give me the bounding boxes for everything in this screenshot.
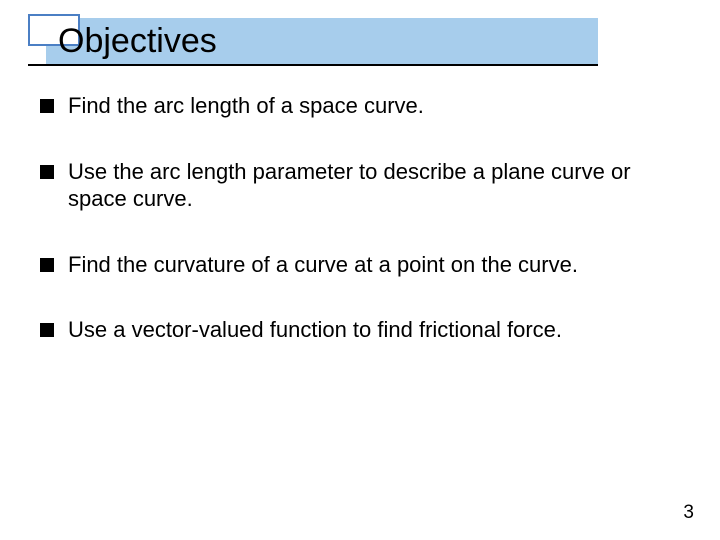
list-item: Use the arc length parameter to describe… xyxy=(40,158,680,213)
list-item: Use a vector-valued function to find fri… xyxy=(40,316,680,344)
square-bullet-icon xyxy=(40,258,54,272)
list-item: Find the arc length of a space curve. xyxy=(40,92,680,120)
bullet-text: Use a vector-valued function to find fri… xyxy=(68,316,680,344)
title-band: Objectives xyxy=(28,18,598,64)
bullet-text: Use the arc length parameter to describe… xyxy=(68,158,680,213)
square-bullet-icon xyxy=(40,323,54,337)
slide-title: Objectives xyxy=(28,22,217,61)
list-item: Find the curvature of a curve at a point… xyxy=(40,251,680,279)
bullet-text: Find the arc length of a space curve. xyxy=(68,92,680,120)
square-bullet-icon xyxy=(40,165,54,179)
slide: Objectives Find the arc length of a spac… xyxy=(0,0,720,540)
square-bullet-icon xyxy=(40,99,54,113)
page-number: 3 xyxy=(683,502,694,524)
title-underline xyxy=(28,64,598,66)
bullet-text: Find the curvature of a curve at a point… xyxy=(68,251,680,279)
slide-body: Find the arc length of a space curve. Us… xyxy=(40,92,680,382)
